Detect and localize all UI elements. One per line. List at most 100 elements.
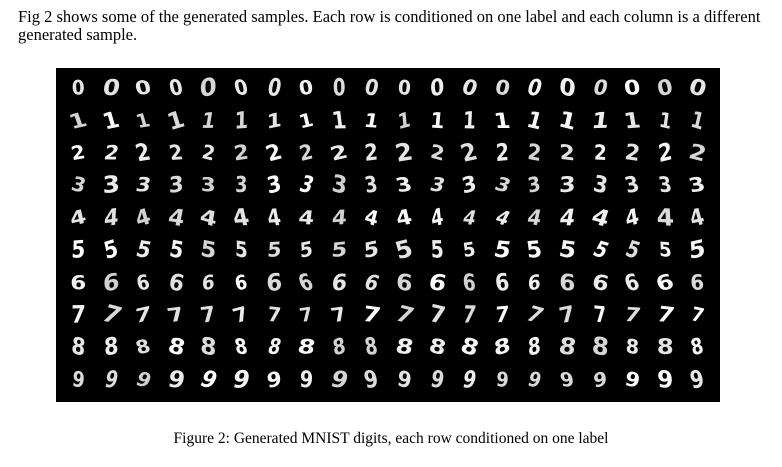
generated-digit-sample: 4	[330, 206, 348, 231]
generated-digit-sample: 7	[199, 302, 219, 329]
generated-digit-sample: 6	[101, 268, 120, 298]
generated-digit-sample: 3	[101, 171, 120, 200]
generated-digit-sample: 4	[362, 205, 382, 232]
generated-digit-sample: 4	[429, 203, 445, 233]
generated-digit-sample: 3	[134, 174, 154, 198]
generated-digit-sample: 0	[557, 73, 577, 105]
generated-digit-sample: 5	[199, 236, 218, 265]
generated-digit-sample: 4	[132, 204, 154, 233]
generated-digit-sample: 0	[133, 77, 154, 101]
generated-digit-sample: 4	[687, 204, 708, 233]
generated-digit-sample: 0	[590, 76, 610, 101]
generated-digit-sample: 1	[133, 109, 153, 133]
generated-digit-sample: 5	[621, 236, 644, 265]
generated-digit-sample: 8	[199, 333, 218, 363]
generated-digit-sample: 1	[462, 107, 477, 135]
generated-digit-sample: 0	[685, 74, 710, 104]
generated-digit-sample: 8	[70, 333, 87, 363]
generated-digit-sample: 5	[461, 238, 478, 263]
generated-digit-sample: 4	[490, 206, 514, 231]
generated-digit-sample: 1	[622, 108, 643, 134]
generated-digit-sample: 7	[654, 302, 677, 329]
generated-digit-sample: 2	[593, 141, 607, 166]
generated-digit-sample: 0	[396, 76, 412, 102]
generated-digit-sample: 6	[233, 271, 250, 296]
generated-digit-sample: 6	[360, 270, 383, 297]
generated-digit-sample: 2	[69, 141, 88, 166]
generated-digit-sample: 9	[265, 367, 283, 394]
intro-paragraph: Fig 2 shows some of the generated sample…	[18, 7, 761, 44]
generated-digit-sample: 0	[264, 74, 284, 103]
generated-digit-sample: 8	[330, 334, 348, 362]
generated-digit-sample: 3	[656, 173, 674, 199]
generated-digit-sample: 9	[428, 365, 446, 395]
generated-digit-sample: 8	[232, 335, 250, 360]
generated-digit-sample: 3	[460, 171, 479, 200]
generated-digit-sample: 4	[102, 204, 120, 233]
generated-digit-sample: 5	[658, 238, 673, 263]
generated-digit-sample: 7	[229, 302, 253, 329]
generated-digit-sample: 4	[393, 205, 415, 232]
generated-digit-sample: 1	[99, 107, 123, 135]
generated-digit-sample: 6	[395, 268, 414, 298]
generated-digit-sample: 2	[558, 140, 576, 167]
generated-digit-sample: 8	[102, 333, 119, 363]
generated-digit-sample: 4	[460, 206, 479, 230]
generated-digit-sample: 7	[522, 302, 548, 329]
generated-digit-sample: 8	[264, 335, 284, 361]
generated-digit-sample: 8	[590, 332, 610, 364]
generated-digit-sample: 2	[101, 142, 121, 165]
generated-digit-sample: 1	[164, 106, 188, 137]
generated-digit-sample: 2	[364, 139, 380, 168]
generated-digit-sample: 0	[428, 74, 445, 104]
generated-digit-sample: 2	[686, 139, 710, 168]
generated-digit-sample: 4	[264, 204, 283, 232]
generated-digit-sample: 3	[363, 172, 380, 200]
generated-digit-sample: 2	[656, 138, 674, 169]
generated-digit-sample: 3	[68, 173, 89, 199]
generated-digit-sample: 9	[101, 366, 121, 394]
generated-digit-sample: 5	[70, 236, 86, 265]
generated-digit-sample: 3	[330, 170, 349, 201]
generated-digit-sample: 9	[591, 367, 608, 393]
generated-digit-sample: 3	[558, 173, 576, 199]
generated-digit-sample: 2	[428, 140, 446, 167]
generated-digit-sample: 5	[525, 237, 545, 265]
generated-digit-sample: 3	[264, 171, 284, 201]
generated-digit-sample: 3	[686, 173, 709, 199]
generated-digit-sample: 8	[492, 334, 512, 362]
generated-digit-sample: 2	[297, 140, 316, 167]
generated-digit-sample: 1	[296, 109, 316, 134]
generated-digit-sample: 9	[327, 366, 352, 395]
generated-digit-sample: 2	[526, 139, 543, 168]
generated-digit-sample: 4	[525, 205, 545, 231]
generated-digit-sample: 7	[266, 303, 282, 328]
generated-digit-sample: 3	[590, 171, 610, 201]
generated-digit-sample: 6	[493, 269, 511, 297]
generated-digit-sample: 7	[557, 301, 578, 330]
generated-digit-sample: 6	[425, 269, 449, 297]
generated-digit-sample: 1	[199, 108, 218, 134]
generated-digit-sample: 0	[492, 76, 512, 102]
generated-digit-sample: 3	[201, 174, 217, 198]
generated-digit-sample: 5	[299, 237, 314, 264]
generated-digit-sample: 5	[429, 237, 445, 265]
generated-digit-sample: 3	[168, 172, 184, 200]
generated-digit-sample: 2	[232, 140, 250, 167]
generated-digit-sample: 6	[689, 270, 706, 296]
generated-digit-sample: 5	[688, 235, 707, 266]
generated-digit-sample: 2	[623, 140, 642, 167]
generated-digit-sample: 0	[362, 75, 382, 103]
generated-digit-sample: 6	[589, 269, 611, 297]
generated-digit-sample: 8	[656, 335, 674, 361]
generated-digit-sample: 9	[525, 367, 545, 393]
generated-digit-sample: 0	[297, 76, 316, 101]
generated-digit-sample: 1	[657, 108, 673, 135]
generated-digit-sample: 0	[524, 75, 546, 103]
generated-digit-sample: 8	[688, 334, 707, 362]
